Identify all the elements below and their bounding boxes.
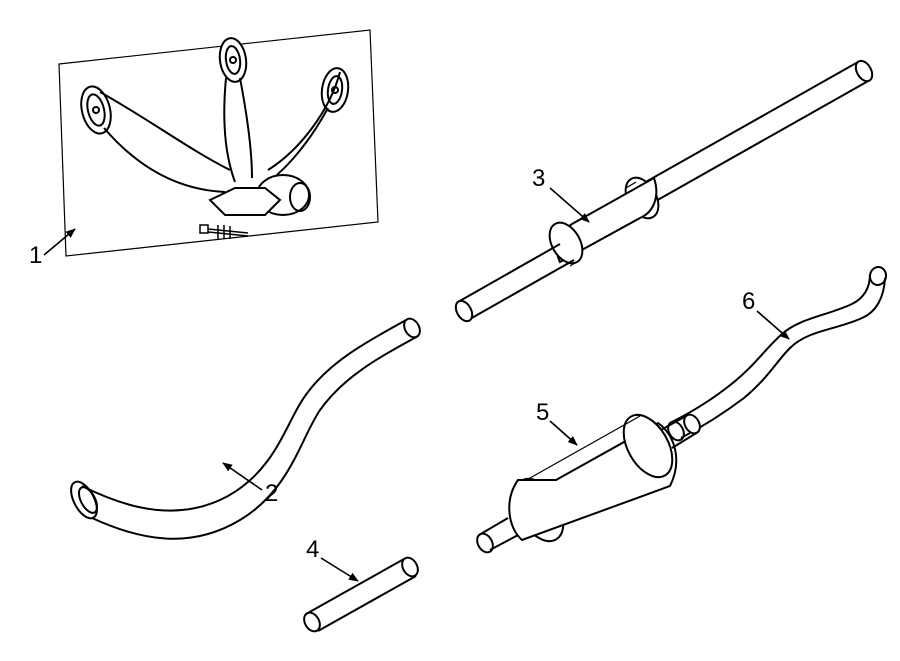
callout-arrow-6 [757, 311, 789, 339]
callout-arrow-1 [44, 229, 75, 255]
manifold-frame [59, 30, 378, 256]
callout-label-5: 5 [536, 399, 549, 426]
callout-label-1: 1 [29, 242, 42, 269]
callout-label-3: 3 [532, 165, 545, 192]
callout-label-4: 4 [306, 536, 319, 563]
tail-pipe [665, 266, 888, 443]
callout-arrow-5 [550, 421, 577, 445]
callout-label-2: 2 [265, 480, 278, 507]
extension-pipe [301, 555, 421, 634]
front-pipe [66, 316, 423, 539]
callout-arrow-3 [550, 188, 589, 222]
callout-arrow-4 [321, 558, 358, 581]
catalytic-converter-pipe [452, 58, 875, 324]
exhaust-system-diagram: 1 2 3 4 5 6 [0, 0, 900, 661]
exhaust-manifold [77, 36, 351, 239]
callout-label-6: 6 [742, 288, 755, 315]
callouts: 1 2 3 4 5 6 [29, 165, 789, 581]
